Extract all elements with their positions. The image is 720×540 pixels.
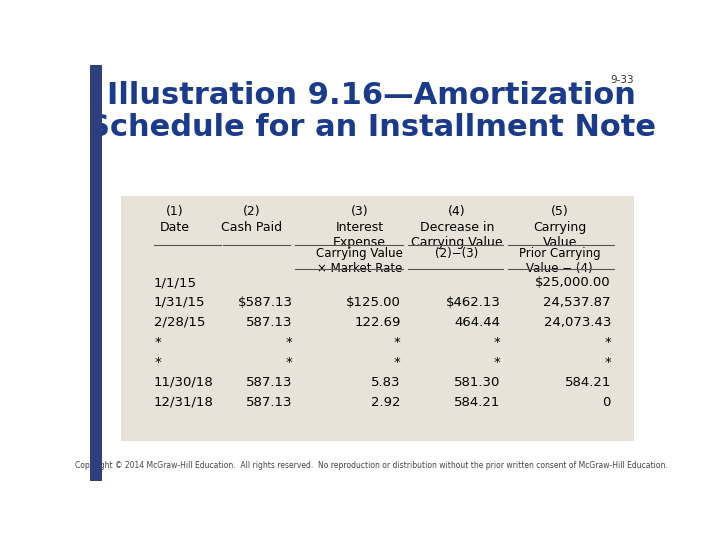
Text: *: * (604, 356, 611, 369)
Text: (2)−(3): (2)−(3) (436, 247, 479, 260)
Text: 122.69: 122.69 (354, 316, 400, 329)
Text: $25,000.00: $25,000.00 (536, 276, 611, 289)
Text: (4): (4) (448, 205, 466, 218)
Text: (3): (3) (351, 205, 368, 218)
Text: Cash Paid: Cash Paid (221, 221, 282, 234)
Text: Carrying Value
× Market Rate: Carrying Value × Market Rate (316, 247, 402, 275)
Bar (121, 196, 634, 441)
Text: 2/28/15: 2/28/15 (154, 316, 205, 329)
Text: *: * (286, 356, 292, 369)
Text: 1/31/15: 1/31/15 (154, 296, 205, 309)
Text: *: * (494, 356, 500, 369)
Text: 2.92: 2.92 (371, 396, 400, 409)
Text: *: * (604, 336, 611, 349)
Text: $125.00: $125.00 (346, 296, 400, 309)
Text: (5): (5) (551, 205, 569, 218)
Text: Prior Carrying
Value − (4): Prior Carrying Value − (4) (519, 247, 600, 275)
Text: 587.13: 587.13 (246, 316, 292, 329)
Text: $462.13: $462.13 (446, 296, 500, 309)
Text: *: * (154, 356, 161, 369)
Text: Date: Date (160, 221, 189, 234)
Text: 11/30/18: 11/30/18 (154, 376, 214, 389)
Text: Interest
Expense: Interest Expense (333, 221, 386, 249)
Text: *: * (394, 336, 400, 349)
Text: 5.83: 5.83 (371, 376, 400, 389)
Text: 584.21: 584.21 (454, 396, 500, 409)
Text: Schedule for an Installment Note: Schedule for an Installment Note (88, 113, 656, 141)
Text: *: * (394, 356, 400, 369)
Text: $587.13: $587.13 (238, 296, 292, 309)
Text: 0: 0 (603, 396, 611, 409)
Text: Illustration 9.16—Amortization: Illustration 9.16—Amortization (107, 82, 636, 111)
Text: 581.30: 581.30 (454, 376, 500, 389)
Text: *: * (494, 336, 500, 349)
Text: 1/1/15: 1/1/15 (154, 276, 197, 289)
Text: Copyright © 2014 McGraw-Hill Education.  All rights reserved.  No reproduction o: Copyright © 2014 McGraw-Hill Education. … (76, 461, 668, 470)
Bar (90, 65, 102, 481)
Text: *: * (154, 336, 161, 349)
Text: (2): (2) (243, 205, 261, 218)
Text: 24,537.87: 24,537.87 (544, 296, 611, 309)
Text: 587.13: 587.13 (246, 396, 292, 409)
Text: 464.44: 464.44 (454, 316, 500, 329)
Text: *: * (286, 336, 292, 349)
Text: 24,073.43: 24,073.43 (544, 316, 611, 329)
Text: 587.13: 587.13 (246, 376, 292, 389)
Text: 9-33: 9-33 (611, 75, 634, 85)
Text: 12/31/18: 12/31/18 (154, 396, 214, 409)
Text: Decrease in
Carrying Value: Decrease in Carrying Value (411, 221, 503, 249)
Text: 584.21: 584.21 (564, 376, 611, 389)
Text: Carrying
Value: Carrying Value (533, 221, 586, 249)
Text: (1): (1) (166, 205, 184, 218)
